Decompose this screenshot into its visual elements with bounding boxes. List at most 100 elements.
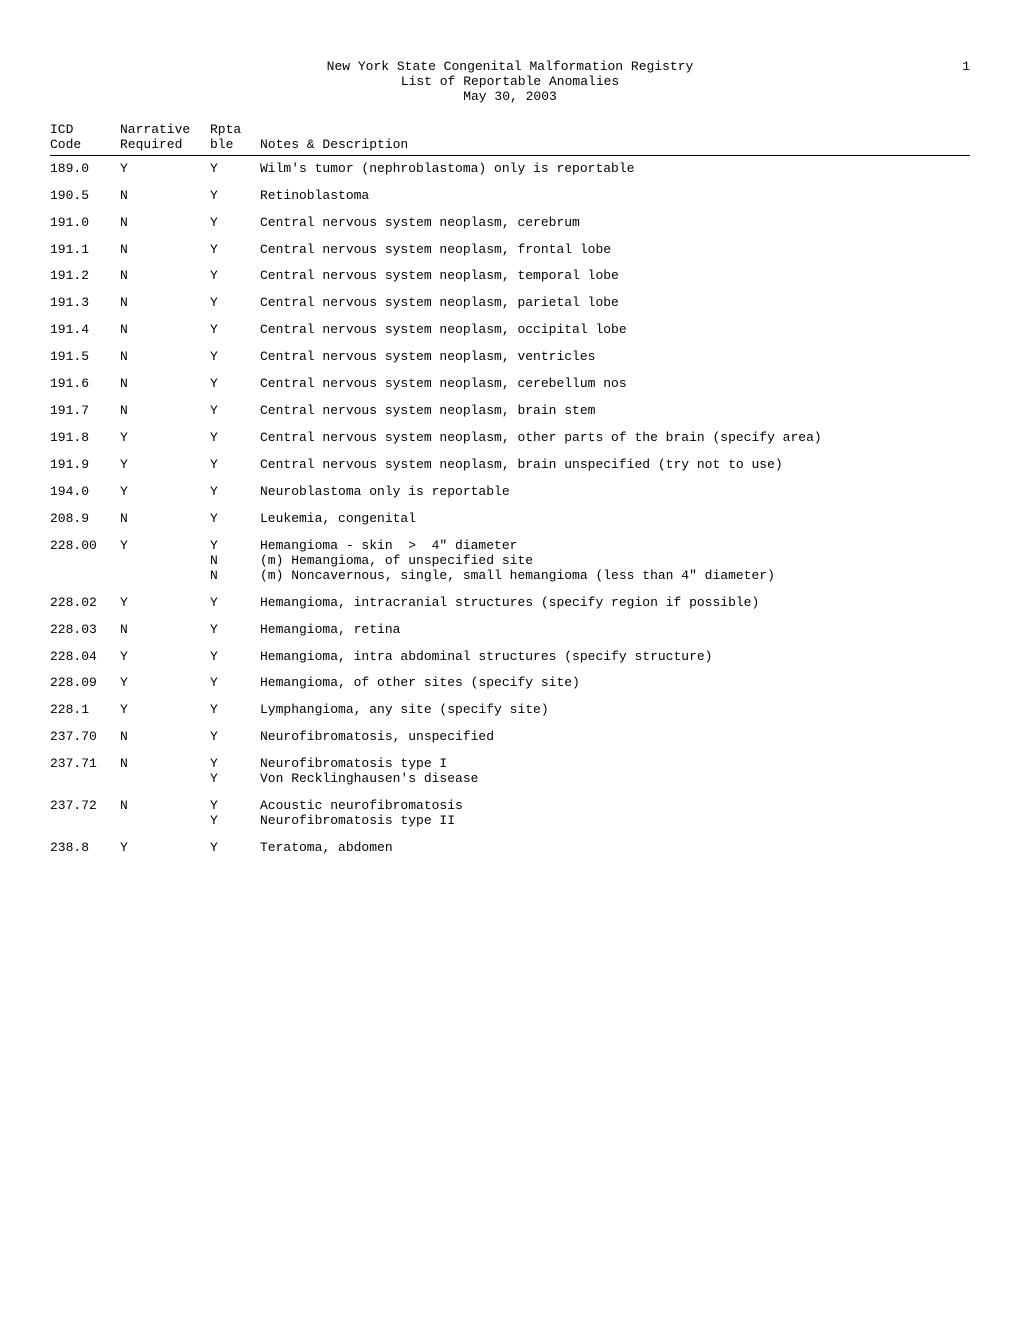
- cell-reportable-line: Y: [210, 730, 254, 745]
- cell-icd-code: 191.6: [50, 371, 120, 398]
- table-row: 237.70NYNeurofibromatosis, unspecified: [50, 724, 970, 751]
- cell-notes-line: Neurofibromatosis, unspecified: [260, 730, 964, 745]
- table-row: 228.03NYHemangioma, retina: [50, 617, 970, 644]
- cell-narrative-required: N: [120, 344, 210, 371]
- cell-reportable: Y: [210, 210, 260, 237]
- cell-reportable-line: Y: [210, 485, 254, 500]
- table-row: 237.72NYYAcoustic neurofibromatosisNeuro…: [50, 793, 970, 835]
- cell-reportable-line: Y: [210, 296, 254, 311]
- cell-reportable: Y: [210, 371, 260, 398]
- cell-reportable: Y: [210, 835, 260, 862]
- cell-narrative-required: N: [120, 371, 210, 398]
- table-row: 228.04YYHemangioma, intra abdominal stru…: [50, 644, 970, 671]
- cell-narrative-required: Y: [120, 835, 210, 862]
- cell-icd-code: 191.5: [50, 344, 120, 371]
- cell-narrative-required: N: [120, 317, 210, 344]
- cell-icd-code: 228.09: [50, 670, 120, 697]
- table-row: 191.4NYCentral nervous system neoplasm, …: [50, 317, 970, 344]
- cell-reportable-line: Y: [210, 757, 254, 772]
- table-row: 191.9YYCentral nervous system neoplasm, …: [50, 452, 970, 479]
- cell-icd-code: 191.1: [50, 237, 120, 264]
- cell-reportable: Y: [210, 617, 260, 644]
- cell-narrative-required: Y: [120, 644, 210, 671]
- col-header-rptable: Rpta ble: [210, 123, 260, 155]
- cell-notes: Lymphangioma, any site (specify site): [260, 697, 970, 724]
- cell-reportable: Y: [210, 697, 260, 724]
- table-row: 194.0YYNeuroblastoma only is reportable: [50, 479, 970, 506]
- cell-icd-code: 228.03: [50, 617, 120, 644]
- cell-reportable-line: Y: [210, 189, 254, 204]
- cell-notes-line: Central nervous system neoplasm, brain s…: [260, 404, 964, 419]
- cell-narrative-required: N: [120, 724, 210, 751]
- cell-icd-code: 191.7: [50, 398, 120, 425]
- col-header-icd-code: ICD Code: [50, 123, 120, 155]
- cell-reportable: Y: [210, 398, 260, 425]
- cell-notes-line: Central nervous system neoplasm, ventric…: [260, 350, 964, 365]
- cell-reportable: Y: [210, 237, 260, 264]
- cell-notes-line: Neurofibromatosis type II: [260, 814, 964, 829]
- cell-notes-line: Central nervous system neoplasm, tempora…: [260, 269, 964, 284]
- cell-notes: Wilm's tumor (nephroblastoma) only is re…: [260, 155, 970, 182]
- cell-reportable-line: Y: [210, 431, 254, 446]
- cell-reportable-line: Y: [210, 539, 254, 554]
- cell-notes: Neurofibromatosis, unspecified: [260, 724, 970, 751]
- cell-reportable-line: Y: [210, 404, 254, 419]
- cell-notes-line: Neuroblastoma only is reportable: [260, 485, 964, 500]
- table-row: 191.6NYCentral nervous system neoplasm, …: [50, 371, 970, 398]
- table-row: 189.0YYWilm's tumor (nephroblastoma) onl…: [50, 155, 970, 182]
- cell-notes: Central nervous system neoplasm, cerebel…: [260, 371, 970, 398]
- cell-reportable: Y: [210, 724, 260, 751]
- cell-reportable-line: Y: [210, 458, 254, 473]
- cell-notes-line: Central nervous system neoplasm, other p…: [260, 431, 964, 446]
- cell-narrative-required: Y: [120, 425, 210, 452]
- cell-reportable-line: Y: [210, 814, 254, 829]
- title-line-3: May 30, 2003: [50, 90, 970, 105]
- cell-reportable-line: Y: [210, 650, 254, 665]
- cell-reportable-line: Y: [210, 676, 254, 691]
- cell-notes-line: Central nervous system neoplasm, cerebel…: [260, 377, 964, 392]
- cell-reportable-line: Y: [210, 323, 254, 338]
- cell-icd-code: 228.00: [50, 533, 120, 590]
- cell-icd-code: 191.3: [50, 290, 120, 317]
- cell-narrative-required: N: [120, 183, 210, 210]
- cell-icd-code: 191.4: [50, 317, 120, 344]
- table-row: 228.02YYHemangioma, intracranial structu…: [50, 590, 970, 617]
- cell-notes: Central nervous system neoplasm, parieta…: [260, 290, 970, 317]
- cell-notes: Neurofibromatosis type IVon Recklinghaus…: [260, 751, 970, 793]
- anomalies-table: ICD Code Narrative Required Rpta ble Not…: [50, 123, 970, 862]
- cell-reportable-line: Y: [210, 596, 254, 611]
- cell-reportable: Y: [210, 183, 260, 210]
- title-line-2: List of Reportable Anomalies: [50, 75, 970, 90]
- cell-narrative-required: N: [120, 617, 210, 644]
- cell-icd-code: 237.72: [50, 793, 120, 835]
- cell-reportable-line: Y: [210, 512, 254, 527]
- cell-reportable: YY: [210, 751, 260, 793]
- cell-notes-line: Hemangioma, intra abdominal structures (…: [260, 650, 964, 665]
- cell-notes-line: Lymphangioma, any site (specify site): [260, 703, 964, 718]
- cell-reportable: Y: [210, 452, 260, 479]
- cell-reportable-line: N: [210, 554, 254, 569]
- table-row: 191.2NYCentral nervous system neoplasm, …: [50, 263, 970, 290]
- page-number: 1: [962, 60, 970, 75]
- table-row: 208.9NYLeukemia, congenital: [50, 506, 970, 533]
- cell-notes-line: Hemangioma, intracranial structures (spe…: [260, 596, 964, 611]
- report-header: 1 New York State Congenital Malformation…: [50, 60, 970, 105]
- cell-narrative-required: N: [120, 210, 210, 237]
- cell-notes: Central nervous system neoplasm, frontal…: [260, 237, 970, 264]
- cell-reportable-line: Y: [210, 799, 254, 814]
- cell-notes-line: Central nervous system neoplasm, frontal…: [260, 243, 964, 258]
- table-row: 191.3NYCentral nervous system neoplasm, …: [50, 290, 970, 317]
- cell-icd-code: 191.9: [50, 452, 120, 479]
- cell-narrative-required: Y: [120, 670, 210, 697]
- cell-notes-line: Central nervous system neoplasm, parieta…: [260, 296, 964, 311]
- cell-narrative-required: Y: [120, 479, 210, 506]
- cell-notes-line: Central nervous system neoplasm, brain u…: [260, 458, 964, 473]
- cell-icd-code: 194.0: [50, 479, 120, 506]
- col-header-narrative: Narrative Required: [120, 123, 210, 155]
- cell-notes: Hemangioma - skin > 4" diameter(m) Heman…: [260, 533, 970, 590]
- cell-reportable: Y: [210, 317, 260, 344]
- table-row: 228.09YYHemangioma, of other sites (spec…: [50, 670, 970, 697]
- cell-icd-code: 189.0: [50, 155, 120, 182]
- cell-notes-line: Teratoma, abdomen: [260, 841, 964, 856]
- cell-notes: Hemangioma, intracranial structures (spe…: [260, 590, 970, 617]
